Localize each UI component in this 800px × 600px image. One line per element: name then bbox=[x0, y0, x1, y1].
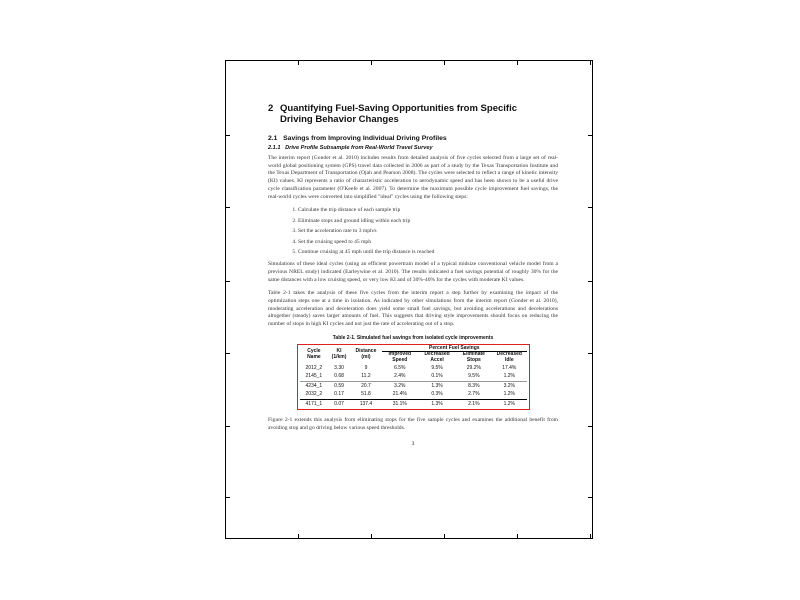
section-heading: 2 Quantifying Fuel-Saving Opportunities f… bbox=[268, 103, 558, 125]
axis-tick bbox=[226, 497, 230, 498]
paragraph: Table 2-1 takes the analysis of these fi… bbox=[268, 290, 558, 328]
table-row: 2012_2 3.30 9 6.5% 9.5% 29.2% 17.4% bbox=[300, 364, 527, 373]
table-highlight-box: Cycle Name KI (1/km) Distance (mi) Perce… bbox=[297, 343, 530, 411]
list-item: Calculate the trip distance of each samp… bbox=[298, 207, 558, 213]
axis-tick bbox=[590, 534, 591, 538]
table-cell: 31.1% bbox=[381, 398, 419, 409]
steps-list: Calculate the trip distance of each samp… bbox=[268, 207, 558, 255]
table-cell: 4234_1 bbox=[300, 380, 328, 391]
column-header: Cycle Name bbox=[307, 348, 321, 360]
table-cell: 51.8 bbox=[361, 391, 371, 398]
table-row: 2145_1 0.68 11.2 2.4% 0.1% 9.5% 1.2% bbox=[300, 372, 527, 381]
table-cell: 21.4% bbox=[392, 391, 407, 398]
table-row: 4234_1 0.59 20.7 3.2% 1.3% 8.3% 3.2% bbox=[300, 380, 527, 391]
column-header: Distance (mi) bbox=[355, 348, 377, 360]
table-cell: 0.68 bbox=[334, 373, 344, 380]
table-cell: 2032_2 bbox=[305, 391, 323, 398]
page-number: 3 bbox=[411, 440, 415, 447]
axis-tick bbox=[588, 497, 592, 498]
axis-tick bbox=[588, 353, 592, 354]
axis-tick bbox=[226, 281, 230, 282]
table-cell: 9.5% bbox=[431, 364, 443, 371]
table-cell: 137.4 bbox=[350, 398, 382, 409]
table-cell: 1.2% bbox=[503, 391, 515, 398]
table-cell: 29.2% bbox=[466, 364, 481, 371]
table-cell: 1.3% bbox=[418, 398, 457, 409]
figure-frame bbox=[225, 60, 593, 539]
axis-tick bbox=[588, 426, 592, 427]
figure-caption: Figure 2-1 extends this analysis from el… bbox=[268, 417, 558, 431]
section-number: 2 bbox=[268, 103, 274, 114]
axis-tick bbox=[517, 61, 518, 65]
table-cell: 17.4% bbox=[502, 364, 517, 371]
table-cell: 20.7 bbox=[350, 380, 382, 391]
table-cell: 3.30 bbox=[334, 364, 344, 371]
axis-tick bbox=[371, 534, 372, 538]
axis-tick bbox=[298, 534, 299, 538]
list-item: Set the cruising speed to 45 mph bbox=[298, 239, 558, 245]
axis-tick bbox=[371, 61, 372, 65]
table-cell: 3.2% bbox=[491, 380, 527, 391]
column-header: Decreased Accel bbox=[424, 351, 450, 364]
list-item: Eliminate stops and ground idling within… bbox=[298, 218, 558, 224]
table-cell: 1.3% bbox=[418, 380, 457, 391]
table-cell: 8.3% bbox=[456, 380, 492, 391]
subsubsection-number: 2.1.1 bbox=[268, 145, 281, 151]
section-title: Quantifying Fuel-Saving Opportunities fr… bbox=[280, 103, 517, 125]
axis-tick bbox=[444, 534, 445, 538]
table-cell: 1.2% bbox=[503, 373, 515, 380]
paragraph: The interim report (Gonder et al. 2010) … bbox=[268, 155, 558, 200]
axis-tick bbox=[226, 207, 230, 208]
axis-tick bbox=[588, 281, 592, 282]
table-cell: 2.4% bbox=[394, 373, 406, 380]
table-cell: 2012_2 bbox=[305, 364, 323, 371]
table-cell: 2.7% bbox=[468, 391, 480, 398]
axis-tick bbox=[590, 61, 591, 65]
document-page: 2 Quantifying Fuel-Saving Opportunities f… bbox=[268, 103, 558, 447]
column-header: Decreased Idle bbox=[496, 351, 522, 364]
table-cell: 2.1% bbox=[456, 398, 492, 409]
table-cell: 2145_1 bbox=[305, 373, 323, 380]
table-caption: Table 2-1. Simulated fuel savings from i… bbox=[332, 334, 494, 341]
subsection-number: 2.1 bbox=[268, 135, 278, 142]
column-header: Eliminate Stops bbox=[462, 351, 485, 364]
fuel-savings-table: Cycle Name KI (1/km) Distance (mi) Perce… bbox=[300, 345, 527, 409]
axis-tick bbox=[226, 135, 230, 136]
subsubsection-title: Drive Profile Subsample from Real-World … bbox=[285, 145, 433, 151]
axis-tick bbox=[588, 207, 592, 208]
table-cell: 0.1% bbox=[431, 373, 443, 380]
table-cell: 3.2% bbox=[381, 380, 419, 391]
table-cell: 9.5% bbox=[468, 373, 480, 380]
axis-tick bbox=[588, 135, 592, 136]
axis-tick bbox=[298, 61, 299, 65]
table-row: 4171_1 0.07 137.4 31.1% 1.3% 2.1% 1.2% bbox=[300, 398, 527, 409]
axis-tick bbox=[226, 353, 230, 354]
subsubsection-heading: 2.1.1 Drive Profile Subsample from Real-… bbox=[268, 145, 558, 151]
group-header: Percent Fuel Savings bbox=[381, 345, 527, 353]
table-cell: 9 bbox=[364, 364, 368, 371]
paragraph: Simulations of these ideal cycles (using… bbox=[268, 261, 558, 283]
axis-tick bbox=[444, 61, 445, 65]
table-row: 2032_2 0.17 51.8 21.4% 0.3% 2.7% 1.2% bbox=[300, 390, 527, 399]
table-cell: 0.59 bbox=[327, 380, 351, 391]
list-item: Set the acceleration rate to 3 mph/s bbox=[298, 228, 558, 234]
column-header: Improved Speed bbox=[388, 351, 412, 364]
axis-tick bbox=[226, 426, 230, 427]
table-cell: 1.2% bbox=[491, 398, 527, 409]
column-header: KI (1/km) bbox=[331, 348, 347, 360]
subsection-heading: 2.1 Savings from Improving Individual Dr… bbox=[268, 135, 558, 142]
axis-tick bbox=[517, 534, 518, 538]
table-cell: 0.07 bbox=[327, 398, 351, 409]
table-cell: 6.5% bbox=[394, 364, 406, 371]
table-cell: 0.17 bbox=[334, 391, 344, 398]
table-cell: 4171_1 bbox=[300, 398, 328, 409]
table-cell: 0.3% bbox=[431, 391, 443, 398]
list-item: Continue cruising at 45 mph until the tr… bbox=[298, 249, 558, 255]
table-cell: 11.2 bbox=[361, 373, 371, 380]
subsection-title: Savings from Improving Individual Drivin… bbox=[283, 135, 447, 142]
